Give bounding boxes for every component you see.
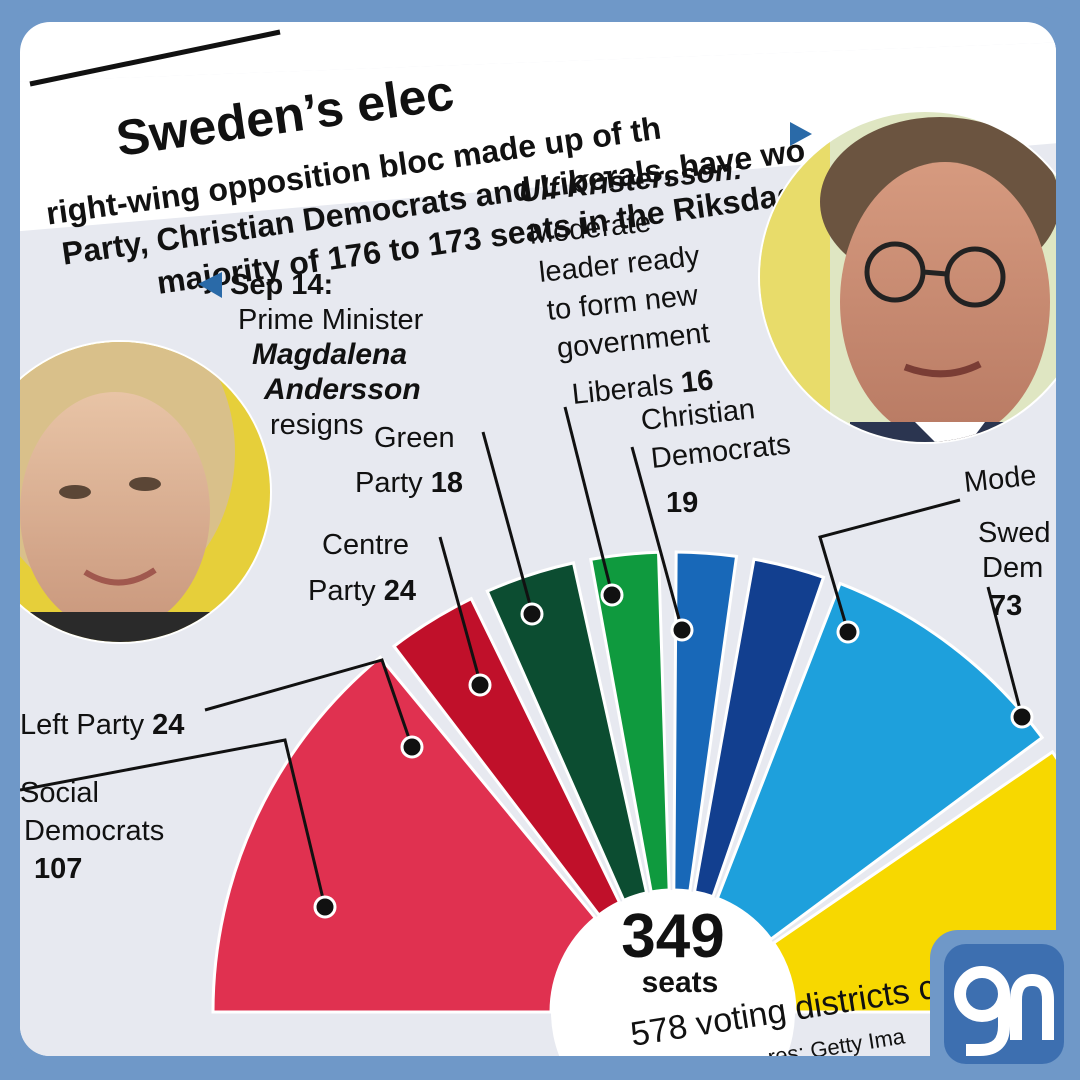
label-sweden-democrats-1: Swed [978, 517, 1051, 549]
leader-moderates [818, 498, 961, 633]
dot-left-party [400, 735, 424, 759]
leader-liberals [563, 406, 614, 595]
sep14-line1: Prime Minister [238, 304, 424, 336]
label-left-party-text: Left Party [20, 709, 152, 741]
gn-logo-icon [954, 966, 1054, 1056]
dot-social-democrats [313, 895, 337, 919]
label-social-democrats-2: Democrats [24, 815, 164, 847]
dot-moderates [836, 620, 860, 644]
leader-centre-party [438, 536, 482, 683]
label-green-party-num: 18 [431, 467, 463, 499]
dot-green-party [520, 602, 544, 626]
right-pointer-icon [790, 122, 812, 146]
sep14-name2: Andersson [263, 373, 421, 406]
label-centre-party-text: Party [308, 575, 384, 607]
infographic-card: Sweden’s elec right-wing opposition bloc… [20, 22, 1056, 1056]
leader-dots [313, 583, 1034, 919]
label-green-party-1: Green [374, 422, 455, 454]
tilted-sheet: Sweden’s elec right-wing opposition bloc… [20, 22, 1056, 1056]
leader-lines [20, 406, 1024, 908]
sep14-line2: resigns [270, 409, 364, 441]
total-seats-unit: seats [642, 966, 719, 999]
dot-liberals [600, 583, 624, 607]
dot-centre-party [468, 673, 492, 697]
leader-sweden-democrats [986, 586, 1024, 718]
leader-christian-democrats [630, 446, 684, 631]
label-centre-party-num: 24 [384, 575, 416, 607]
dot-christian-democrats [670, 618, 694, 642]
total-seats-number: 349 [621, 902, 724, 971]
leader-green-party [481, 431, 534, 613]
label-centre-party-2: Party 24 [308, 575, 416, 607]
label-social-democrats-num: 107 [34, 853, 82, 885]
chart-canvas: Sweden’s elec right-wing opposition bloc… [20, 29, 1056, 1056]
label-christian-democrats-num: 19 [666, 487, 698, 519]
label-sweden-democrats-num: 73 [990, 590, 1022, 622]
label-liberals-num: 16 [679, 364, 714, 399]
gn-logo [930, 930, 1080, 1080]
label-green-party-2: Party 18 [355, 467, 463, 499]
label-social-democrats-1: Social [20, 777, 99, 809]
sep14-annotation: Sep 14: Prime Minister Magdalena Anderss… [198, 269, 424, 441]
andersson-photo [20, 340, 272, 644]
slice-labels: Social Democrats 107 Left Party 24 Centr… [20, 364, 1051, 885]
label-centre-party-1: Centre [322, 529, 409, 561]
sep14-date: Sep 14: [230, 269, 333, 301]
sep14-name1: Magdalena [252, 338, 407, 371]
label-moderates-1: Mode [962, 460, 1037, 499]
leader-left-party [204, 658, 414, 748]
leader-social-democrats [20, 738, 327, 908]
label-green-party-text: Party [355, 467, 431, 499]
total-seats-hub: 349 seats [551, 890, 795, 1056]
left-pointer-icon [198, 272, 222, 298]
label-sweden-democrats-2: Dem [982, 552, 1043, 584]
dot-sweden-democrats [1010, 705, 1034, 729]
label-left-party: Left Party 24 [20, 709, 184, 741]
label-left-party-num: 24 [152, 709, 184, 741]
gn-logo-badge [944, 944, 1064, 1064]
